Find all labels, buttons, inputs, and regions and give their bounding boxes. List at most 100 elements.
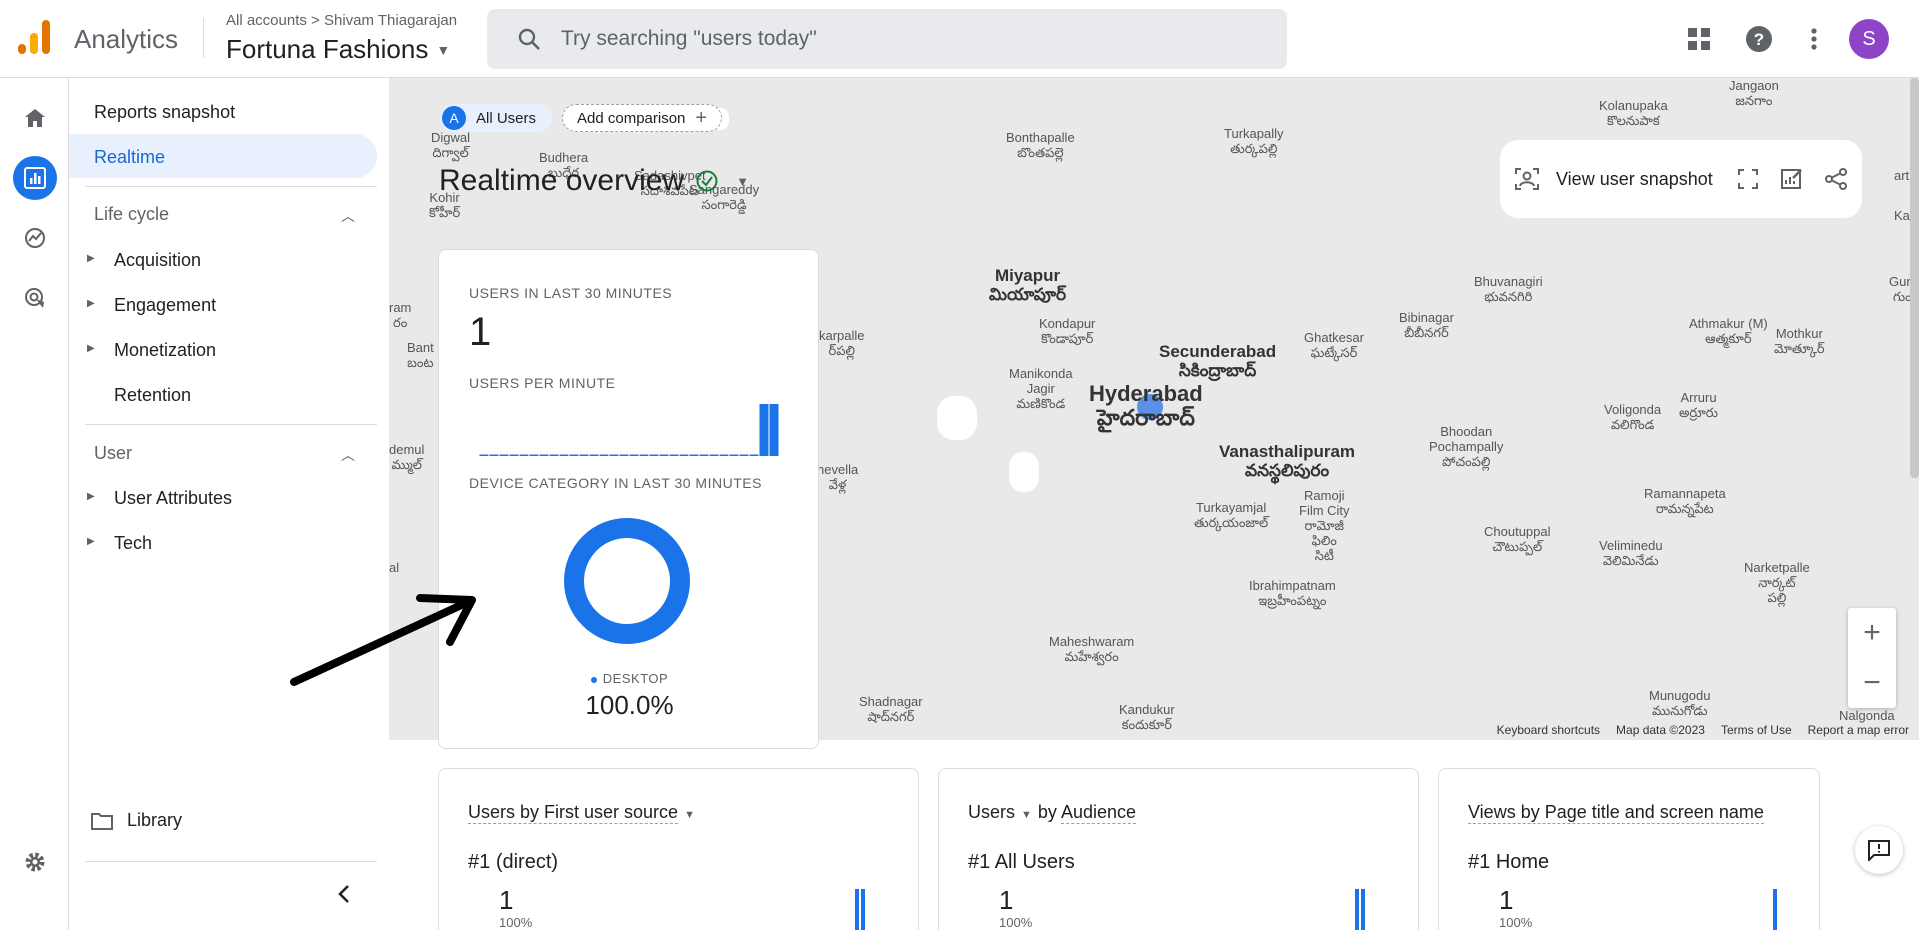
comparison-chip-all-users[interactable]: A All Users	[440, 104, 553, 132]
search-input[interactable]	[561, 27, 1221, 51]
nav-item-label[interactable]: User Attributes	[114, 488, 233, 508]
nav-reports-snapshot[interactable]: Reports snapshot	[94, 102, 236, 122]
bar-minute--16[interactable]	[619, 454, 629, 457]
caret-down-icon[interactable]: ▼	[436, 41, 451, 58]
plus-icon[interactable]: +	[695, 106, 708, 129]
expand-arrow-icon[interactable]: ▶	[87, 298, 95, 309]
card-title-metric[interactable]: Users	[968, 802, 1016, 822]
user-snapshot-icon[interactable]	[1512, 164, 1542, 194]
bar-minute--2[interactable]	[759, 404, 769, 456]
donut-slice-desktop[interactable]	[564, 518, 690, 644]
bar-minute--29[interactable]	[489, 454, 499, 457]
bar-minute--23[interactable]	[549, 454, 559, 457]
nav-item-acquisition[interactable]: ▶ Acquisition	[87, 250, 202, 271]
page-scrollbar[interactable]	[1910, 78, 1919, 478]
expand-arrow-icon[interactable]: ▶	[87, 536, 95, 547]
bar-minute--14[interactable]	[639, 454, 649, 457]
map-keyboard-shortcuts-link[interactable]: Keyboard shortcuts	[1496, 723, 1601, 737]
breadcrumb-accounts[interactable]: All accounts	[226, 12, 307, 29]
nav-item-label[interactable]: Acquisition	[114, 250, 202, 270]
map-report-error-link[interactable]: Report a map error	[1807, 723, 1909, 737]
bar-minute--18[interactable]	[599, 454, 609, 457]
bar-minute--22[interactable]	[559, 454, 569, 457]
users-per-minute-chart[interactable]	[479, 400, 779, 460]
nav-library[interactable]: Library	[91, 810, 182, 831]
expand-arrow-icon[interactable]: ▶	[87, 491, 95, 502]
nav-item-user-attributes[interactable]: ▶ User Attributes	[87, 488, 233, 509]
bar-minute--30[interactable]	[479, 454, 489, 457]
bar-minute--1[interactable]	[769, 404, 779, 456]
bar-minute--26[interactable]	[519, 454, 529, 457]
bar-minute--19[interactable]	[589, 454, 599, 457]
card-title-dimension[interactable]: Views by Page title and screen name	[1468, 802, 1764, 824]
comparison-chip-label[interactable]: All Users	[476, 109, 537, 127]
bar-minute--28[interactable]	[499, 454, 509, 457]
chevron-up-icon[interactable]: ︿	[341, 208, 355, 224]
device-donut-chart[interactable]	[564, 518, 690, 644]
bar-minute--27[interactable]	[509, 454, 519, 457]
expand-arrow-icon[interactable]: ▶	[87, 253, 95, 264]
explore-icon[interactable]	[13, 216, 57, 260]
bar-minute--3[interactable]	[749, 454, 759, 457]
bar-minute--4[interactable]	[739, 454, 749, 457]
add-comparison-button[interactable]: Add comparison +	[562, 104, 723, 132]
bar-minute--13[interactable]	[649, 454, 659, 457]
fullscreen-icon[interactable]	[1733, 164, 1763, 194]
apps-grid-icon[interactable]	[1682, 22, 1716, 56]
bar-minute--5[interactable]	[729, 454, 739, 457]
bar-minute--10[interactable]	[679, 454, 689, 457]
feedback-button[interactable]	[1855, 826, 1903, 874]
nav-item-label[interactable]: Retention	[114, 385, 192, 405]
bar-minute--7[interactable]	[709, 454, 719, 457]
bar-minute--21[interactable]	[569, 454, 579, 457]
nav-item-label[interactable]: Monetization	[114, 340, 217, 360]
bar-minute--9[interactable]	[689, 454, 699, 457]
nav-section-lifecycle[interactable]: Life cycle	[94, 204, 170, 224]
map-terms-link[interactable]: Terms of Use	[1720, 723, 1792, 737]
nav-item-tech[interactable]: ▶ Tech	[87, 533, 153, 554]
card-title-dimension[interactable]: Users by First user source	[468, 802, 679, 824]
expand-arrow-icon[interactable]: ▶	[87, 343, 95, 354]
caret-down-icon[interactable]: ▼	[736, 173, 749, 189]
breadcrumb[interactable]: All accounts > Shivam Thiagarajan	[226, 12, 457, 29]
bar-minute--20[interactable]	[579, 454, 589, 457]
bar-minute--25[interactable]	[529, 454, 539, 457]
card-title-dimension[interactable]: Audience	[1060, 802, 1136, 824]
bar-minute--12[interactable]	[659, 454, 669, 457]
nav-realtime[interactable]: Realtime	[94, 147, 166, 167]
nav-item-label[interactable]: Engagement	[114, 295, 217, 315]
bar-minute--15[interactable]	[629, 454, 639, 457]
card-title[interactable]: Views by Page title and screen name	[1468, 802, 1764, 824]
bar-minute--6[interactable]	[719, 454, 729, 457]
more-vert-icon[interactable]	[1797, 22, 1831, 56]
home-icon[interactable]	[13, 96, 57, 140]
add-comparison-label[interactable]: Add comparison	[577, 109, 686, 127]
customize-report-icon[interactable]	[1777, 164, 1807, 194]
reports-icon[interactable]	[13, 156, 57, 200]
view-user-snapshot-button[interactable]: View user snapshot	[1556, 168, 1713, 189]
zoom-in-button[interactable]: +	[1863, 616, 1881, 649]
card-title[interactable]: Users ▼ by Audience	[968, 802, 1136, 824]
caret-down-icon[interactable]: ▼	[1021, 809, 1032, 821]
nav-library-label[interactable]: Library	[127, 810, 183, 830]
caret-down-icon[interactable]: ▼	[684, 809, 695, 821]
breadcrumb-user[interactable]: Shivam Thiagarajan	[323, 12, 458, 29]
property-selector[interactable]: Fortuna Fashions ▼	[226, 34, 450, 65]
check-circle-icon[interactable]	[696, 170, 718, 192]
nav-item-label[interactable]: Tech	[114, 533, 153, 553]
nav-item-retention[interactable]: Retention	[114, 385, 191, 406]
bar-minute--8[interactable]	[699, 454, 709, 457]
share-icon[interactable]	[1821, 164, 1851, 194]
collapse-nav-icon[interactable]	[337, 884, 351, 909]
nav-section-user[interactable]: User	[94, 443, 133, 463]
bar-minute--17[interactable]	[609, 454, 619, 457]
nav-item-monetization[interactable]: ▶ Monetization	[87, 340, 217, 361]
bar-minute--24[interactable]	[539, 454, 549, 457]
analytics-logo-icon[interactable]	[18, 20, 52, 56]
advertising-icon[interactable]	[13, 276, 57, 320]
avatar[interactable]: S	[1849, 19, 1889, 59]
help-icon[interactable]: ?	[1742, 22, 1776, 56]
settings-icon[interactable]	[13, 840, 57, 884]
search-bar[interactable]	[487, 9, 1287, 69]
zoom-out-button[interactable]: −	[1863, 666, 1881, 699]
